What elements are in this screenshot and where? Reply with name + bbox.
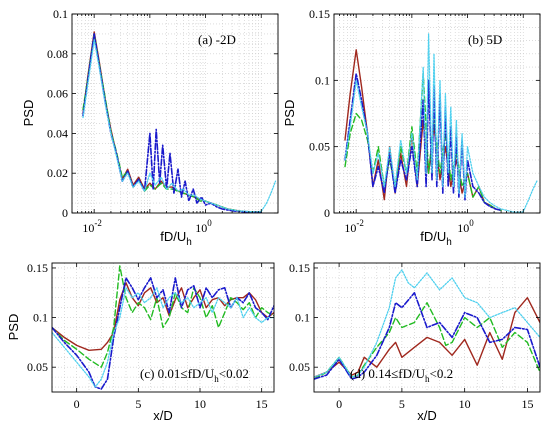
- x-axis-label-text: fD/U: [160, 229, 186, 244]
- y-axis-label: PSD: [6, 314, 21, 341]
- panel-annotation: (a) -2D: [198, 32, 236, 47]
- y-tick-label: 0: [324, 206, 330, 220]
- annotation-text: (b) 5D: [468, 32, 502, 47]
- series-line-1: [52, 282, 274, 351]
- x-tick-label: 0: [74, 397, 80, 411]
- x-axis-label-subscript: h: [186, 237, 192, 248]
- series-line-2: [344, 73, 502, 211]
- x-tick-label: 10-2: [344, 218, 364, 235]
- x-tick-label: 5: [135, 397, 141, 411]
- plot-frame: [313, 262, 541, 393]
- y-tick-label: 0.05: [27, 360, 48, 374]
- x-tick-label: 15: [521, 397, 533, 411]
- panel-annotation: (b) 5D: [468, 32, 502, 47]
- annotation-tail: <0.02: [219, 366, 249, 381]
- panel-d: 0.05 0.1 0.15 0 5 10 15 x/D (d) 0.14≤fD/Uh<0.2: [289, 261, 541, 423]
- x-axis-label-text: fD/U: [420, 229, 446, 244]
- x-tick-exponent: -2: [356, 218, 364, 228]
- x-axis-label-text: x/D: [417, 408, 437, 423]
- series-group: [314, 269, 540, 380]
- annotation-subscript: h: [425, 374, 430, 384]
- y-axis-label: PSD: [282, 100, 297, 127]
- y-tick-label: 0.02: [47, 166, 68, 180]
- x-axis-label-subscript: h: [446, 237, 452, 248]
- y-tick-label: 0.1: [295, 311, 310, 325]
- x-tick-label: 10: [194, 397, 206, 411]
- series-line-4: [314, 269, 540, 378]
- x-axis-label: fD/Uh: [420, 229, 452, 248]
- x-tick-label: 15: [256, 397, 268, 411]
- panel-annotation: (d) 0.14≤fD/Uh<0.2: [350, 366, 453, 384]
- annotation-text: (a) -2D: [198, 32, 236, 47]
- y-tick-label: 0.05: [289, 360, 310, 374]
- x-tick-label: 100: [457, 218, 474, 235]
- annotation-text: (c) 0.01≤fD/U: [140, 366, 215, 381]
- x-axis-label: x/D: [153, 408, 173, 423]
- series-group: [52, 265, 274, 390]
- series-line-4: [52, 287, 274, 388]
- y-tick-label: 0.04: [47, 126, 68, 140]
- x-tick-exponent: 0: [207, 218, 212, 228]
- panel-c: 0.05 0.1 0.15 0 5 10 15 x/D PSD (c) 0.01≤fD/Uh<0.…: [6, 261, 275, 423]
- series-group: [344, 33, 539, 213]
- y-tick-label: 0.05: [309, 140, 330, 154]
- x-tick-exponent: 0: [469, 218, 474, 228]
- series-line-3: [314, 292, 540, 380]
- x-axis-label-text: x/D: [153, 408, 173, 423]
- y-tick-label: 0.06: [47, 87, 68, 101]
- x-tick-label: 100: [195, 218, 212, 235]
- y-tick-label: 0.1: [315, 73, 330, 87]
- y-tick-label: 0.1: [33, 311, 48, 325]
- y-axis-label: PSD: [21, 100, 36, 127]
- plot-frame: [333, 13, 541, 214]
- series-group: [82, 31, 277, 213]
- series-line-4: [344, 33, 539, 213]
- x-tick-base: 10: [457, 221, 469, 235]
- y-tick-label: 0: [62, 206, 68, 220]
- x-tick-label: 5: [399, 397, 405, 411]
- series-line-1: [314, 297, 540, 378]
- plot-frame: [51, 262, 275, 393]
- series-line-3: [52, 277, 274, 390]
- y-tick-label: 0.15: [309, 7, 330, 21]
- x-axis-label: x/D: [417, 408, 437, 423]
- panel-annotation: (c) 0.01≤fD/Uh<0.02: [140, 366, 249, 384]
- y-tick-label: 0.08: [47, 47, 68, 61]
- y-tick-label: 0.15: [27, 261, 48, 275]
- y-tick-label: 0.1: [53, 7, 68, 21]
- y-tick-label: 0.15: [289, 261, 310, 275]
- x-tick-base: 10: [195, 221, 207, 235]
- x-tick-label: 10-2: [82, 218, 102, 235]
- annotation-tail: <0.2: [430, 366, 454, 381]
- x-tick-label: 10: [459, 397, 471, 411]
- series-line-4: [82, 39, 277, 213]
- x-axis-label: fD/Uh: [160, 229, 192, 248]
- x-tick-base: 10: [82, 221, 94, 235]
- x-tick-exponent: -2: [94, 218, 102, 228]
- annotation-subscript: h: [214, 374, 219, 384]
- plot-frame: [71, 13, 279, 214]
- annotation-text: (d) 0.14≤fD/U: [350, 366, 426, 381]
- x-tick-base: 10: [344, 221, 356, 235]
- x-tick-label: 0: [336, 397, 342, 411]
